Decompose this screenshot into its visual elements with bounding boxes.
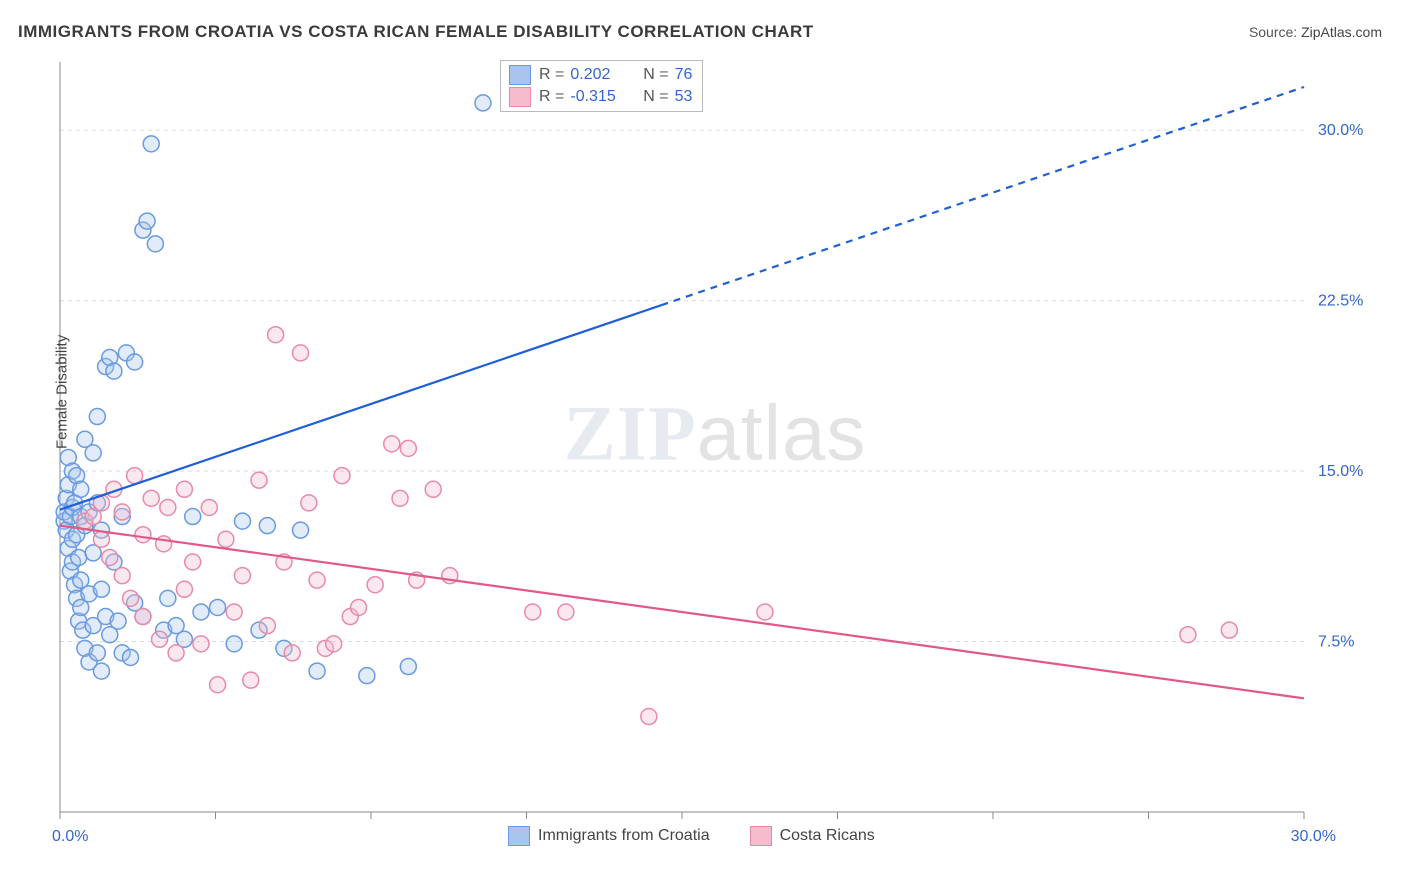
series-legend-label: Costa Ricans <box>780 827 875 845</box>
legend-swatch <box>508 826 530 846</box>
svg-text:22.5%: 22.5% <box>1318 293 1363 310</box>
svg-text:15.0%: 15.0% <box>1318 463 1363 480</box>
source-credit: Source: ZipAtlas.com <box>1249 24 1382 40</box>
series-legend: Immigrants from Croatia Costa Ricans <box>508 826 875 846</box>
y-axis-label: Female Disability <box>54 335 71 449</box>
legend-text: R =0.202 N =76 <box>539 66 692 84</box>
chart-title: IMMIGRANTS FROM CROATIA VS COSTA RICAN F… <box>18 22 814 42</box>
legend-swatch <box>509 87 531 107</box>
chart-container: IMMIGRANTS FROM CROATIA VS COSTA RICAN F… <box>0 0 1406 892</box>
legend-text: R =-0.315 N =53 <box>539 88 692 106</box>
series-legend-item: Costa Ricans <box>750 826 875 846</box>
correlation-legend: R =0.202 N =76 R =-0.315 N =53 <box>500 60 703 112</box>
x-axis-max-label: 30.0% <box>1291 828 1336 846</box>
plot-area: Female Disability ZIPatlas 7.5%15.0%22.5… <box>48 56 1382 842</box>
source-value: ZipAtlas.com <box>1301 24 1382 40</box>
source-label: Source: <box>1249 24 1301 40</box>
legend-swatch <box>509 65 531 85</box>
svg-text:30.0%: 30.0% <box>1318 122 1363 139</box>
correlation-legend-row: R =-0.315 N =53 <box>509 87 692 107</box>
x-axis-min-label: 0.0% <box>52 828 88 846</box>
correlation-legend-row: R =0.202 N =76 <box>509 65 692 85</box>
svg-text:7.5%: 7.5% <box>1318 634 1354 651</box>
legend-swatch <box>750 826 772 846</box>
series-legend-item: Immigrants from Croatia <box>508 826 710 846</box>
scatter-plot: 7.5% 15.0% 22.5% 30.0% <box>48 56 1382 842</box>
series-legend-label: Immigrants from Croatia <box>538 827 710 845</box>
